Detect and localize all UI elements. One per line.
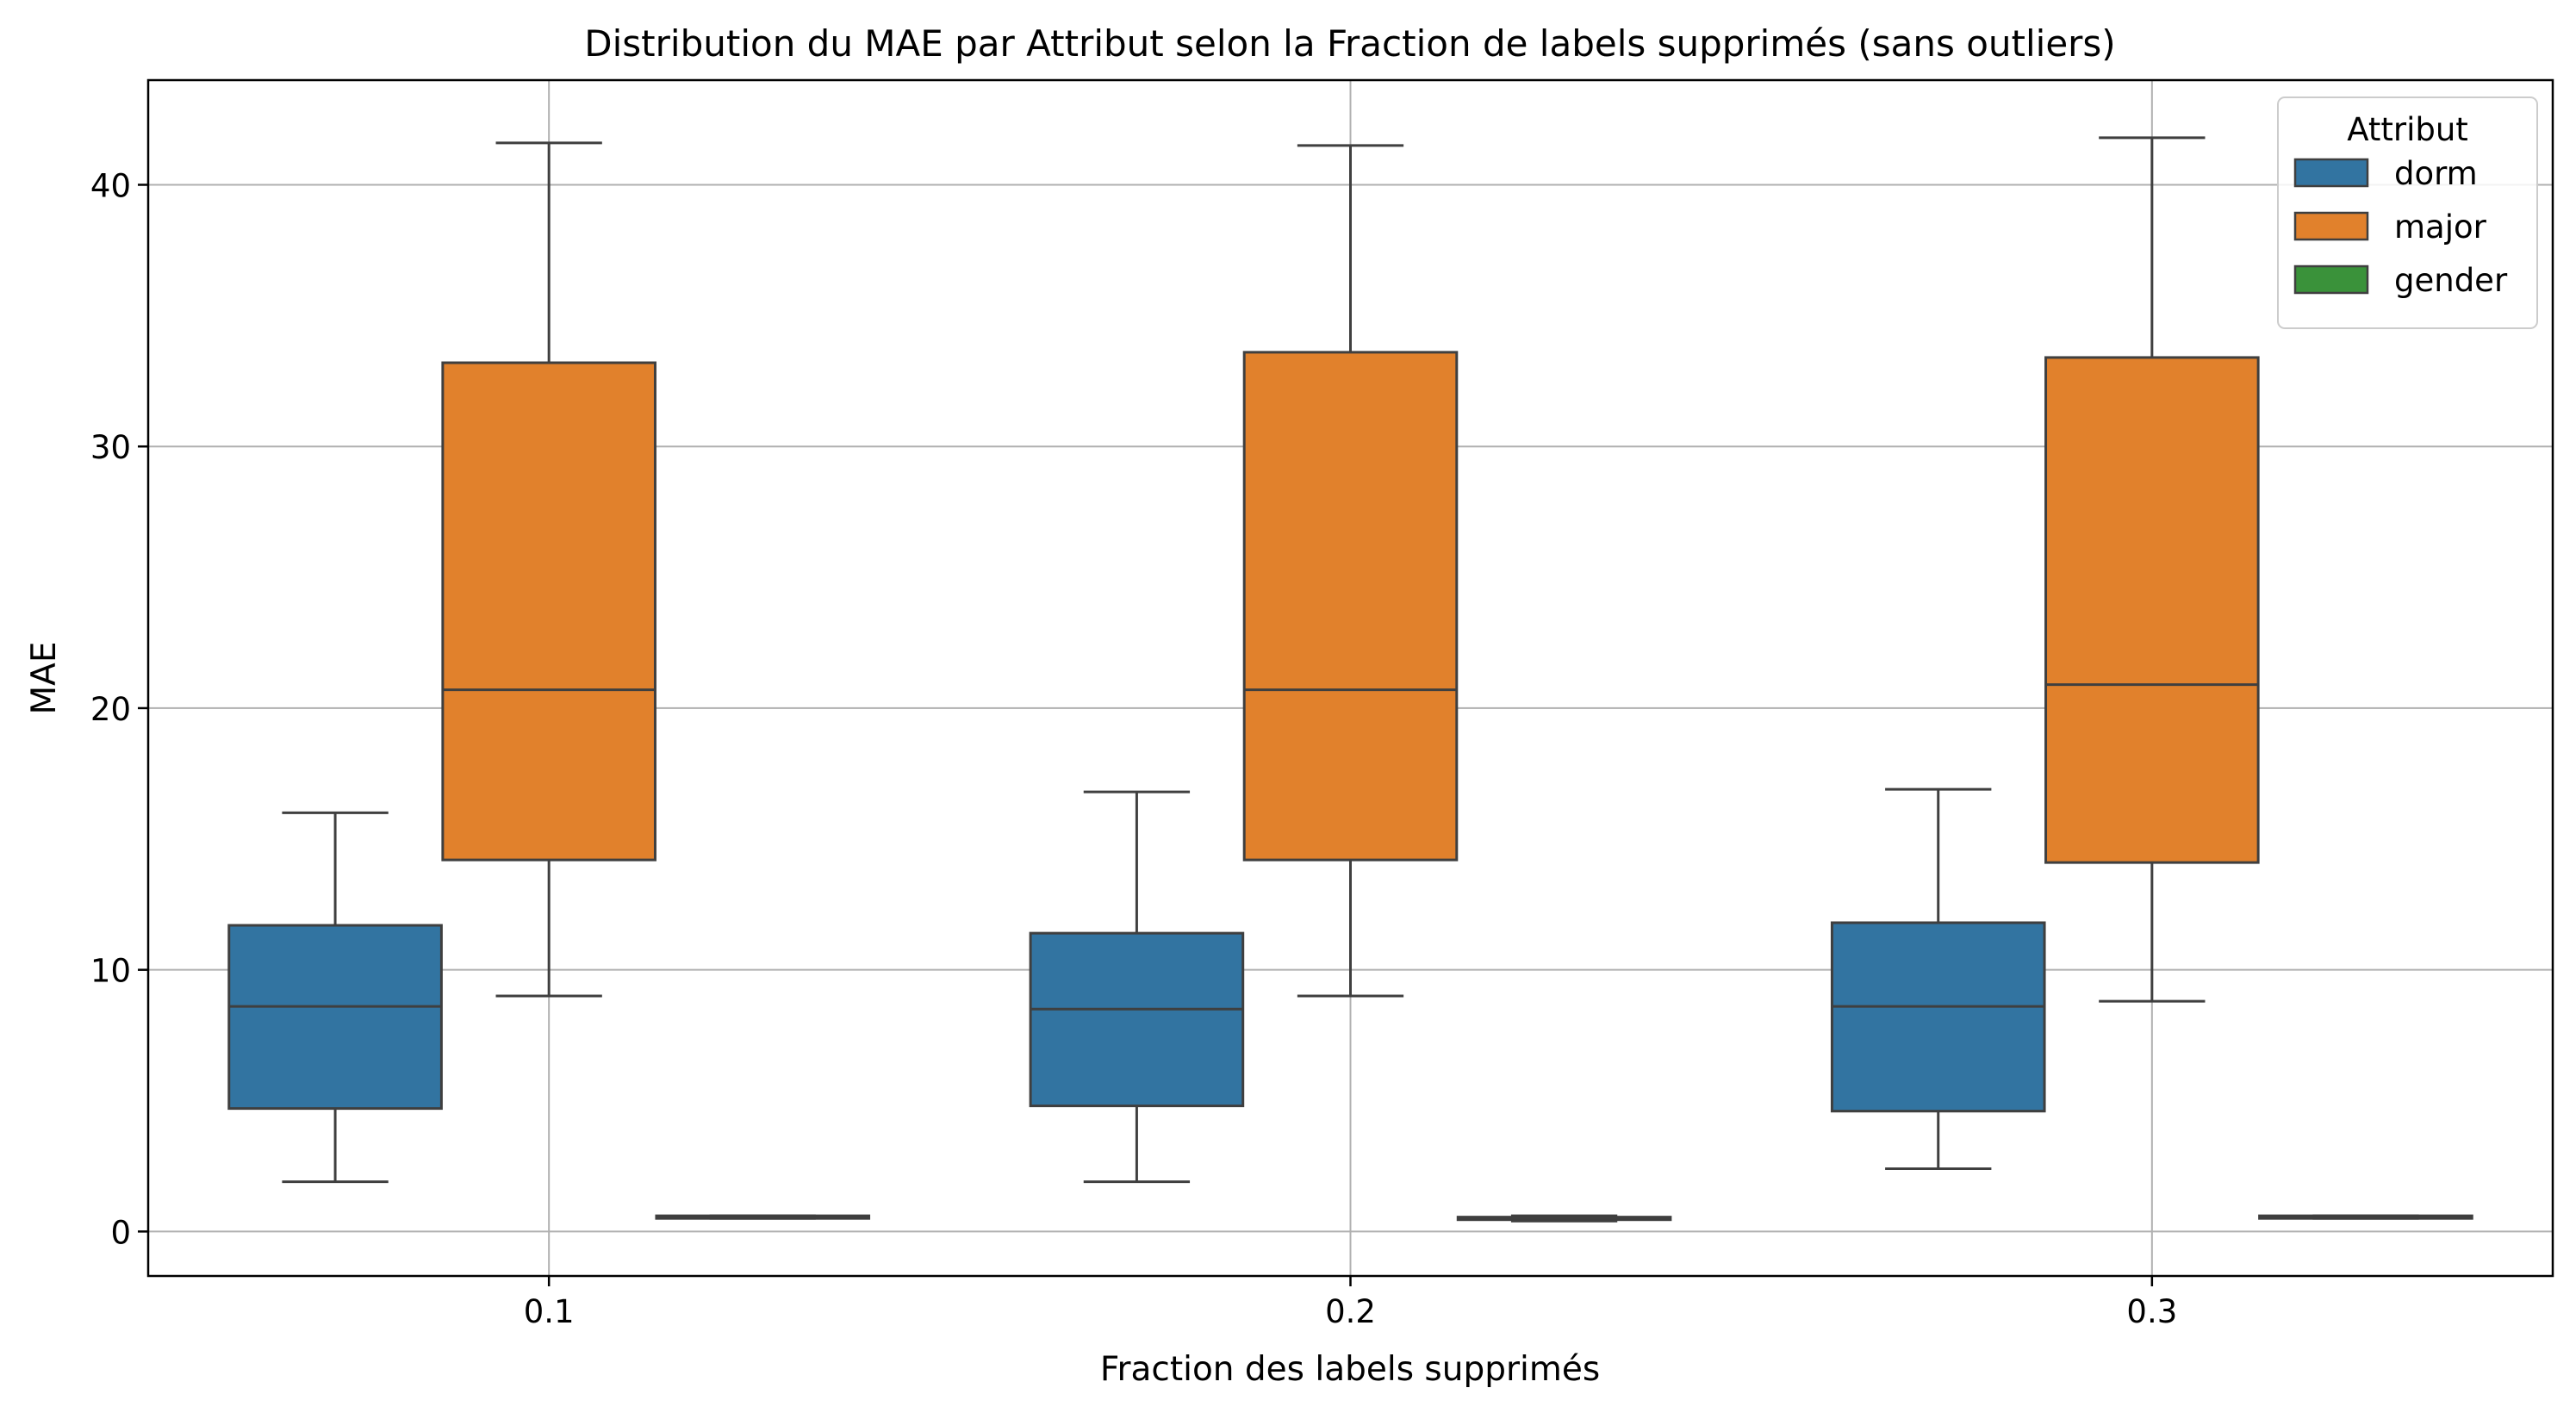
iqr-box	[1830, 921, 2046, 1113]
y-axis-label: MAE	[25, 642, 64, 715]
chart-title: Distribution du MAE par Attribut selon l…	[584, 22, 2115, 65]
box-gender	[2258, 1214, 2473, 1220]
box-major	[1242, 144, 1459, 998]
iqr-box	[2044, 356, 2260, 864]
x-tick-label: 0.2	[1325, 1293, 1376, 1330]
legend-label-dorm: dorm	[2394, 155, 2478, 192]
box-gender	[1456, 1214, 1672, 1223]
box-major	[2044, 136, 2260, 1003]
y-tick-label: 0	[110, 1214, 131, 1251]
legend-label-gender: gender	[2394, 262, 2508, 299]
legend-swatch-gender	[2293, 265, 2369, 295]
box-major	[441, 141, 656, 998]
y-tick-label: 20	[90, 691, 131, 728]
y-tick-label: 30	[90, 429, 131, 466]
iqr-box	[1242, 351, 1459, 862]
x-tick-label: 0.3	[2126, 1293, 2177, 1330]
axis-layer: 0 10 20 30 40 0.1 0.2 0.3	[90, 167, 2177, 1330]
legend-swatch-major	[2293, 211, 2369, 241]
legend-swatch-dorm	[2293, 158, 2369, 188]
legend-label-major: major	[2394, 208, 2487, 246]
y-tick-label: 10	[90, 953, 131, 990]
y-tick-label: 40	[90, 167, 131, 204]
iqr-box	[227, 924, 443, 1111]
legend-title: Attribut	[2347, 111, 2468, 148]
box-layer	[227, 136, 2473, 1223]
x-tick-label: 0.1	[524, 1293, 575, 1330]
iqr-box	[441, 361, 656, 862]
box-dorm	[227, 811, 443, 1184]
box-dorm	[1830, 787, 2046, 1170]
legend: Attribut dorm major gender	[2277, 96, 2538, 329]
box-gender	[655, 1214, 871, 1220]
iqr-box	[1029, 931, 1245, 1108]
box-dorm	[1029, 790, 1245, 1184]
x-axis-label: Fraction des labels supprimés	[1100, 1350, 1600, 1389]
